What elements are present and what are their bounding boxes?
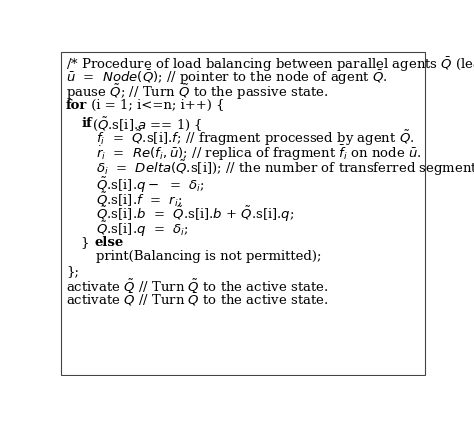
Text: $\tilde{Q}$.s[i].$f$  =  $r_i$;: $\tilde{Q}$.s[i].$f$ = $r_i$; bbox=[96, 190, 182, 209]
Text: activate $\bar{Q}$ // Turn $\bar{Q}$ to the active state.: activate $\bar{Q}$ // Turn $\bar{Q}$ to … bbox=[66, 291, 328, 308]
Text: pause $\tilde{Q}$; // Turn $\tilde{Q}$ to the passive state.: pause $\tilde{Q}$; // Turn $\tilde{Q}$ t… bbox=[66, 82, 328, 102]
Text: $\tilde{Q}$.s[i].$q$  =  $\delta_i$;: $\tilde{Q}$.s[i].$q$ = $\delta_i$; bbox=[96, 219, 189, 239]
Text: activate $\tilde{Q}$ // Turn $\tilde{Q}$ to the active state.: activate $\tilde{Q}$ // Turn $\tilde{Q}$… bbox=[66, 277, 328, 295]
Text: (i = 1; i<=n; i++) {: (i = 1; i<=n; i++) { bbox=[87, 99, 225, 112]
Text: /* Procedure of load balancing between parallel agents $\bar{Q}$ (leader) and $\: /* Procedure of load balancing between p… bbox=[66, 55, 474, 74]
Text: $\tilde{Q}$.s[i].$q-$  =  $\delta_i$;: $\tilde{Q}$.s[i].$q-$ = $\delta_i$; bbox=[96, 175, 205, 195]
Text: $\dot{r}_i$  =  $\mathit{Re}(f_i, \bar{u})$; // replica of fragment $\bar{f}_i$ : $\dot{r}_i$ = $\mathit{Re}(f_i, \bar{u})… bbox=[96, 144, 422, 163]
Text: $\tilde{Q}$.s[i].$b$  =  $\tilde{Q}$.s[i].$b$ + $\tilde{Q}$.s[i].$q$;: $\tilde{Q}$.s[i].$b$ = $\tilde{Q}$.s[i].… bbox=[96, 204, 294, 224]
Text: else: else bbox=[94, 236, 123, 250]
Text: $\delta_i$  =  $\mathit{Delta}(\tilde{Q}$.s[i]); // the number of transferred se: $\delta_i$ = $\mathit{Delta}(\tilde{Q}$.… bbox=[96, 159, 474, 179]
Text: $f_i$  =  $\tilde{Q}$.s[i].$f$; // fragment processed by agent $\tilde{Q}$.: $f_i$ = $\tilde{Q}$.s[i].$f$; // fragmen… bbox=[96, 129, 414, 148]
Text: $\bar{u}$  =  $\mathit{Node}(\bar{Q})$; // pointer to the node of agent $\bar{Q}: $\bar{u}$ = $\mathit{Node}(\bar{Q})$; //… bbox=[66, 69, 388, 88]
Text: if: if bbox=[82, 117, 92, 130]
Text: ($\tilde{Q}$.s[i].$a$ == 1) {: ($\tilde{Q}$.s[i].$a$ == 1) { bbox=[92, 115, 203, 132]
Text: for: for bbox=[66, 99, 87, 112]
Text: }: } bbox=[82, 236, 94, 250]
Text: print(Balancing is not permitted);: print(Balancing is not permitted); bbox=[96, 250, 321, 263]
Text: };: }; bbox=[66, 265, 79, 278]
